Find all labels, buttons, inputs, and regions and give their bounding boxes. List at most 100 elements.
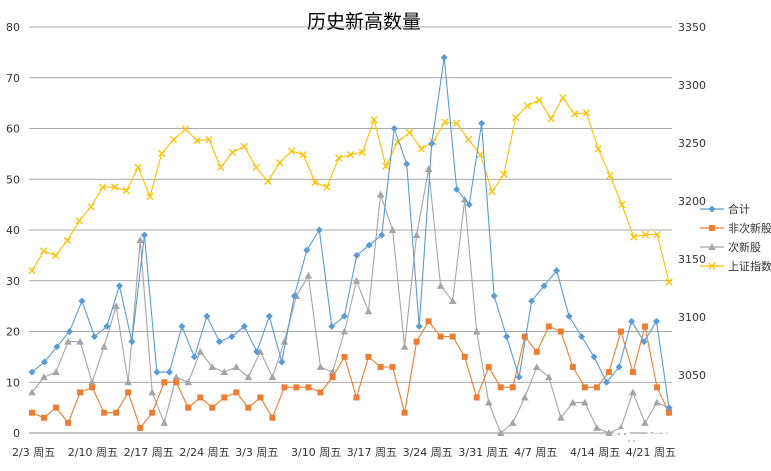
data-point xyxy=(412,231,421,239)
data-point xyxy=(401,409,408,416)
data-point xyxy=(364,307,373,315)
data-point xyxy=(378,231,386,239)
legend-marker xyxy=(709,225,715,231)
data-point xyxy=(641,323,648,330)
data-point xyxy=(265,312,273,320)
data-point xyxy=(370,116,378,124)
x-tick-label: 3/17 周五 xyxy=(347,446,397,459)
series-0 xyxy=(28,53,673,412)
data-point xyxy=(99,183,107,191)
right-tick-label: 3200 xyxy=(678,195,706,208)
data-point xyxy=(641,419,649,426)
x-tick-label: 3/24 周五 xyxy=(403,446,453,459)
data-point xyxy=(617,328,624,335)
data-point xyxy=(190,353,198,361)
legend-item: 上证指数 xyxy=(700,259,771,273)
x-tick-label: 4/7 周五 xyxy=(514,446,557,459)
data-point xyxy=(545,323,552,330)
left-tick-label: 40 xyxy=(6,224,20,237)
legend-marker xyxy=(708,205,716,213)
data-point xyxy=(593,424,601,431)
data-point xyxy=(417,145,425,153)
data-point xyxy=(559,94,567,102)
data-point xyxy=(245,404,252,411)
data-point xyxy=(88,378,96,386)
right-tick-label: 3100 xyxy=(678,311,706,324)
data-point xyxy=(148,388,156,396)
data-point xyxy=(428,140,436,148)
data-point xyxy=(101,409,108,416)
data-point xyxy=(508,419,517,426)
data-point xyxy=(365,241,373,249)
data-point xyxy=(208,363,217,371)
data-point xyxy=(490,292,498,300)
data-point xyxy=(545,373,553,381)
data-point xyxy=(390,125,398,132)
x-tick-label: 2/17 周五 xyxy=(124,446,174,459)
data-point xyxy=(581,398,589,406)
data-point xyxy=(317,389,324,396)
data-point xyxy=(253,348,261,356)
data-point xyxy=(653,230,661,239)
right-tick-label: 3300 xyxy=(678,79,706,92)
data-point xyxy=(415,322,423,330)
data-point xyxy=(53,404,60,411)
data-point xyxy=(666,409,672,416)
data-point xyxy=(77,389,84,396)
data-point xyxy=(476,150,484,159)
data-point xyxy=(389,364,396,371)
legend-label: 上证指数 xyxy=(728,259,771,273)
data-point xyxy=(64,337,72,345)
data-point xyxy=(29,409,35,416)
data-point xyxy=(436,282,445,289)
data-point xyxy=(124,378,132,386)
data-point xyxy=(65,419,72,426)
data-point xyxy=(557,328,564,335)
data-point xyxy=(570,110,579,118)
series-3 xyxy=(28,94,673,286)
legend-item: 次新股 xyxy=(700,240,761,254)
data-point xyxy=(478,119,486,127)
data-point xyxy=(203,312,211,320)
data-point xyxy=(453,185,461,193)
data-point xyxy=(181,125,190,133)
data-point xyxy=(618,200,626,209)
data-point xyxy=(535,96,543,104)
data-point xyxy=(629,388,637,396)
x-axis-ticks: 2/3 周五 2/10 周五 2/17 周五 2/24 周五 3/3 周五 3/10 周五… xyxy=(12,446,676,459)
data-point xyxy=(629,369,636,376)
x-tick-label: 4/14 周五 xyxy=(570,446,620,459)
data-point xyxy=(640,338,648,346)
left-tick-label: 10 xyxy=(6,376,20,389)
x-tick-label: 3/3 周五 xyxy=(235,446,278,459)
data-point xyxy=(178,322,186,330)
data-point xyxy=(185,404,192,411)
data-point xyxy=(228,333,236,341)
data-point xyxy=(197,394,204,401)
data-point xyxy=(405,128,414,137)
data-point xyxy=(533,348,540,355)
data-point xyxy=(78,297,86,305)
right-tick-label: 3050 xyxy=(678,369,706,382)
data-point xyxy=(228,148,237,156)
x-tick-label: 2/24 周五 xyxy=(179,446,229,459)
series-line xyxy=(31,320,670,430)
data-point xyxy=(110,183,119,191)
data-point xyxy=(217,163,225,172)
left-tick-label: 50 xyxy=(6,173,20,186)
series-2 xyxy=(28,165,673,436)
data-point xyxy=(453,119,461,127)
legend-item: 非次新股 xyxy=(700,221,771,235)
series-line xyxy=(31,169,670,434)
data-point xyxy=(87,203,95,211)
data-point xyxy=(232,363,241,371)
data-point xyxy=(653,384,660,391)
data-point xyxy=(581,384,588,391)
left-tick-label: 0 xyxy=(13,427,20,440)
legend-marker xyxy=(708,262,716,270)
data-point xyxy=(269,414,276,421)
data-point xyxy=(520,393,529,401)
data-point xyxy=(353,394,360,401)
data-point xyxy=(540,282,548,290)
